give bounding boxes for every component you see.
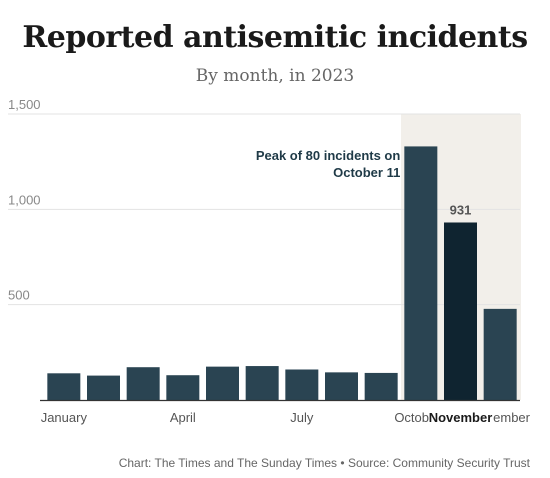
bar-october <box>404 146 438 400</box>
x-tick-label: April <box>170 410 196 425</box>
source-separator: • <box>340 456 345 470</box>
bar-september <box>364 372 398 400</box>
bar-february <box>87 375 120 400</box>
bar-april <box>166 375 200 400</box>
bar-march <box>126 367 160 400</box>
x-tick-label: ember <box>493 410 531 425</box>
y-tick-label: 1,500 <box>8 97 41 112</box>
bar-january <box>47 373 81 400</box>
source-credit: Source: Community Security Trust <box>347 456 530 470</box>
chart-title: Reported antisemitic incidents <box>22 20 528 55</box>
bar-may <box>206 366 239 400</box>
bar-december <box>483 308 517 400</box>
x-tick-label: Octob <box>394 410 429 425</box>
y-tick-label: 500 <box>8 288 30 303</box>
peak-annotation-line: Peak of 80 incidents on <box>256 148 401 163</box>
y-tick-label: 1,000 <box>8 192 41 207</box>
chart-subtitle: By month, in 2023 <box>195 66 355 86</box>
chart-credit: Chart: The Times and The Sunday Times <box>118 456 338 470</box>
chart-source: Chart: The Times and The Sunday Times • … <box>119 456 530 470</box>
peak-annotation-line: October 11 <box>333 165 400 180</box>
bar-june <box>245 366 279 400</box>
x-tick-label: November <box>429 410 493 425</box>
bar-august <box>325 372 358 400</box>
data-label: 931 <box>450 202 472 217</box>
x-tick-label: July <box>290 410 314 425</box>
x-tick-label: January <box>41 410 88 425</box>
bar-july <box>285 369 319 400</box>
bar-november <box>444 222 477 400</box>
